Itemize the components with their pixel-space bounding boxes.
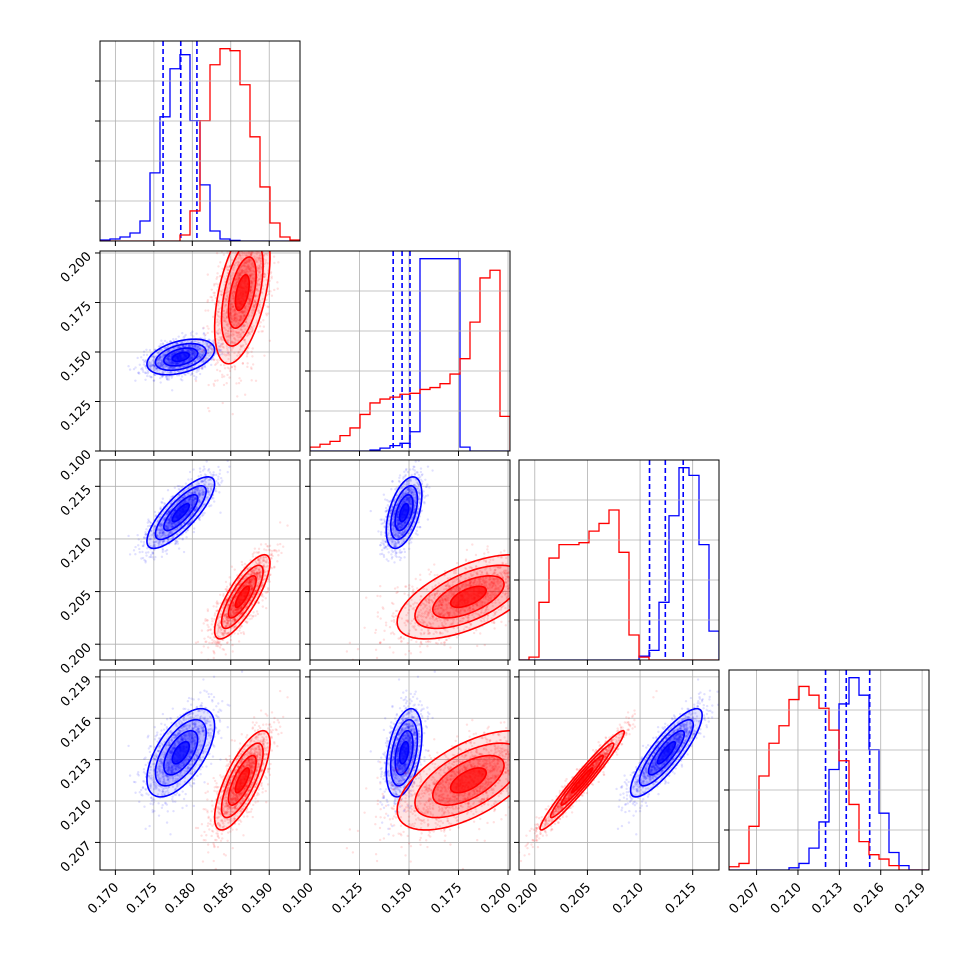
y-tick-label: 0.205: [58, 588, 95, 625]
red-histogram: [100, 48, 300, 241]
x-tick-label: 0.210: [610, 880, 647, 917]
y-tick-label: 0.216: [58, 714, 95, 751]
blue-contours: [146, 476, 216, 550]
x-tick-label: 0.150: [379, 880, 416, 917]
panel-frame: [99, 40, 301, 242]
contour-level: [234, 585, 251, 609]
contour-level: [656, 740, 677, 765]
y-tick-label: 0.175: [58, 299, 95, 336]
red-contours: [396, 553, 510, 640]
y-tick-label: 0.210: [58, 797, 95, 834]
contour-level: [449, 767, 488, 794]
panel-1-1: [305, 250, 511, 456]
x-tick-label: 0.170: [85, 880, 122, 917]
panel-2-0: 0.200 0.205 0.210 0.215: [58, 459, 301, 677]
red-contours: [213, 251, 271, 365]
blue-contours: [146, 338, 216, 376]
panel-frame: [99, 250, 301, 452]
blue-contours: [146, 707, 216, 798]
y-tick-label: 0.200: [58, 640, 95, 677]
contour-level: [449, 585, 488, 609]
y-tick-label: 0.150: [58, 348, 95, 385]
x-tick-label: 0.200: [505, 880, 542, 917]
contour-level: [171, 351, 191, 363]
y-tick-label: 0.215: [58, 483, 95, 520]
y-tick-label: 0.213: [58, 756, 95, 793]
panel-frame: [99, 669, 301, 871]
red-contours: [539, 729, 626, 831]
y-tick-label: 0.207: [58, 839, 95, 876]
blue-histogram: [100, 54, 300, 241]
red-histogram: [310, 269, 510, 451]
panel-frame: [309, 459, 511, 661]
x-tick-label: 0.175: [428, 880, 465, 917]
red-contours: [213, 553, 271, 640]
contour-level: [570, 767, 594, 794]
panel-1-0: 0.100 0.125 0.150 0.175 0.200: [58, 249, 301, 484]
x-tick-label: 0.215: [663, 880, 700, 917]
contour-level: [398, 502, 410, 523]
panel-frame: [518, 669, 720, 871]
y-tick-label: 0.200: [58, 249, 95, 286]
panel-frame: [309, 250, 511, 452]
x-tick-label: 0.185: [201, 880, 238, 917]
red-histogram: [729, 685, 929, 870]
y-tick-label: 0.210: [58, 535, 95, 572]
x-tick-label: 0.213: [809, 880, 846, 917]
x-tick-label: 0.180: [162, 880, 199, 917]
red-scatter: [194, 521, 289, 660]
y-tick-label: 0.219: [58, 673, 95, 710]
x-tick-label: 0.207: [726, 880, 763, 917]
panel-0-0: [95, 40, 301, 246]
panel-3-1: 0.100 0.125 0.150 0.175 0.200: [280, 669, 515, 917]
panel-frame: [309, 669, 511, 871]
blue-contours: [385, 476, 423, 550]
x-tick-label: 0.125: [329, 880, 366, 917]
contour-level: [171, 740, 191, 765]
panel-frame: [518, 459, 720, 661]
panel-frame: [728, 669, 930, 871]
x-tick-label: 0.210: [768, 880, 805, 917]
contour-level: [171, 502, 191, 523]
blue-histogram: [729, 677, 929, 870]
blue-contours: [385, 707, 423, 798]
blue-contours: [629, 707, 703, 798]
x-tick-label: 0.190: [239, 880, 276, 917]
panel-3-2: 0.200 0.205 0.210 0.215: [505, 669, 720, 917]
x-tick-label: 0.219: [892, 880, 929, 917]
x-tick-label: 0.216: [851, 880, 888, 917]
contour-level: [234, 273, 251, 312]
y-tick-label: 0.100: [58, 447, 95, 484]
red-contours: [213, 729, 271, 831]
panel-2-2: [514, 459, 720, 665]
panel-3-3: 0.207 0.210 0.213 0.216 0.219: [724, 669, 930, 917]
x-tick-label: 0.205: [557, 880, 594, 917]
x-tick-label: 0.175: [124, 880, 161, 917]
contour-level: [398, 740, 410, 765]
red-histogram: [519, 509, 719, 660]
red-contours: [396, 729, 510, 831]
x-tick-label: 0.100: [280, 880, 317, 917]
panel-frame: [99, 459, 301, 661]
panel-3-0: 0.207 0.210 0.213 0.216 0.219 0.170 0.175 0.180…: [58, 669, 301, 917]
contour-level: [234, 767, 251, 794]
y-tick-label: 0.125: [58, 398, 95, 435]
panel-2-1: [305, 459, 511, 665]
